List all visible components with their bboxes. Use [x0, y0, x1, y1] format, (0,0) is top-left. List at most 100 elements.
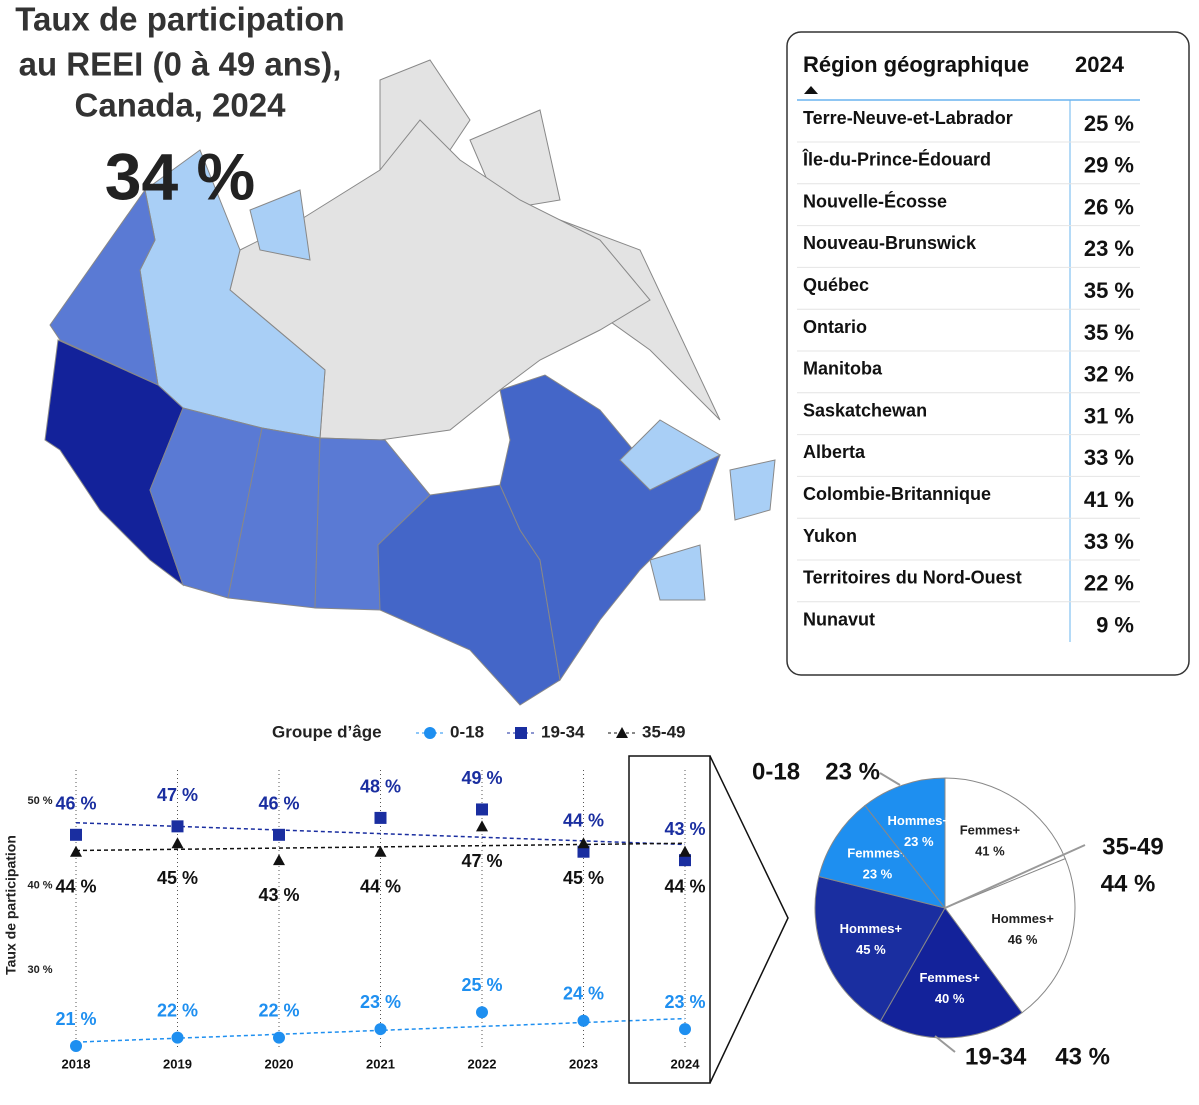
pie-slice	[864, 777, 946, 910]
data-label: 49 %	[461, 768, 502, 788]
row-value: 33 %	[1084, 445, 1134, 470]
pie-slice	[814, 875, 946, 1022]
slice-label: Femmes+	[960, 823, 1021, 838]
group-leader	[879, 772, 901, 786]
sort-icon	[804, 86, 818, 94]
marker	[374, 811, 387, 824]
group-name: 35-49	[1102, 833, 1163, 860]
pie-slice	[879, 907, 1023, 1039]
x-tick-label: 2020	[265, 1056, 294, 1071]
row-label: Ontario	[803, 317, 867, 337]
marker	[171, 820, 184, 833]
table-header: Région géographique	[803, 52, 1029, 77]
row-label: Territoires du Nord-Ouest	[803, 568, 1022, 588]
group-name: 0-18	[752, 758, 800, 785]
data-label: 47 %	[461, 851, 502, 871]
y-axis-title: Taux de participation	[3, 835, 19, 975]
data-label: 25 %	[461, 975, 502, 995]
x-tick-label: 2021	[366, 1056, 395, 1071]
marker	[171, 837, 184, 849]
group-leader	[944, 844, 1086, 909]
marker	[476, 820, 488, 832]
y-tick-label: 40 %	[27, 879, 52, 891]
x-tick-label: 2024	[671, 1056, 701, 1071]
x-tick-label: 2023	[569, 1056, 598, 1071]
zoom-arrow	[709, 755, 789, 1084]
data-label: 22 %	[258, 1000, 299, 1020]
row-label: Nunavut	[803, 609, 875, 629]
row-label: Île-du-Prince-Édouard	[802, 149, 991, 170]
row-label: Nouveau-Brunswick	[803, 233, 977, 253]
data-label: 43 %	[258, 885, 299, 905]
slice-label: Femmes+	[919, 970, 980, 985]
row-value: 22 %	[1084, 571, 1134, 596]
marker	[679, 854, 691, 867]
marker	[577, 845, 590, 858]
legend-label: 19-34	[541, 722, 585, 741]
marker	[476, 1006, 488, 1019]
data-label: 23 %	[360, 992, 401, 1012]
row-label: Terre-Neuve-et-Labrador	[803, 108, 1013, 128]
row-value: 41 %	[1084, 487, 1134, 512]
title: Taux de participation au REEI (0 à 49 an…	[15, 1, 344, 124]
marker	[70, 1040, 82, 1053]
x-tick-label: 2018	[62, 1056, 91, 1071]
data-label: 44 %	[563, 810, 604, 830]
slice-value: 23 %	[904, 834, 934, 849]
legend-marker	[515, 727, 527, 739]
legend-marker	[616, 727, 628, 738]
slice-value: 40 %	[935, 991, 965, 1006]
data-label: 48 %	[360, 777, 401, 797]
data-label: 21 %	[55, 1009, 96, 1029]
row-value: 32 %	[1084, 362, 1134, 387]
title-line: Canada, 2024	[75, 87, 287, 124]
y-tick-label: 50 %	[27, 795, 52, 807]
row-label: Manitoba	[803, 359, 883, 379]
data-label: 23 %	[664, 992, 705, 1012]
marker	[476, 803, 488, 816]
row-value: 35 %	[1084, 320, 1134, 345]
marker	[273, 828, 285, 841]
row-value: 26 %	[1084, 194, 1134, 219]
slice-label: Hommes+	[888, 813, 951, 828]
x-tick-label: 2022	[468, 1056, 497, 1071]
row-value: 33 %	[1084, 529, 1134, 554]
legend-title: Groupe d’âge	[272, 722, 382, 741]
table-frame	[786, 31, 1190, 676]
marker	[374, 845, 387, 857]
title-line: au REEI (0 à 49 ans),	[19, 46, 342, 83]
highlight-box	[628, 755, 711, 1084]
data-label: 47 %	[157, 785, 198, 805]
title-line: Taux de participation	[15, 1, 344, 38]
x-tick-label: 2019	[163, 1056, 192, 1071]
group-value: 43 %	[1055, 1043, 1110, 1070]
row-label: Nouvelle-Écosse	[803, 190, 947, 211]
data-label: 44 %	[664, 876, 705, 896]
slice-label: Hommes+	[840, 921, 903, 936]
row-value: 25 %	[1084, 111, 1134, 136]
row-value: 9 %	[1096, 612, 1134, 637]
marker	[679, 845, 691, 857]
marker	[171, 1031, 184, 1044]
legend-label: 35-49	[642, 722, 685, 741]
data-label: 44 %	[360, 876, 401, 896]
pie-slice	[944, 858, 1076, 1014]
table: Région géographique 2024 Terre-Neuve-et-…	[786, 31, 1190, 676]
slice-value: 41 %	[975, 844, 1005, 859]
row-label: Saskatchewan	[803, 400, 927, 420]
data-label: 45 %	[563, 868, 604, 888]
data-label: 46 %	[55, 794, 96, 814]
legend-marker	[424, 727, 436, 739]
data-label: 24 %	[563, 983, 604, 1003]
marker	[374, 1023, 387, 1036]
headline: 34 %	[105, 139, 255, 213]
group-value: 23 %	[825, 758, 880, 785]
marker	[70, 828, 82, 841]
marker	[273, 1031, 285, 1044]
slice-label: Hommes+	[991, 911, 1054, 926]
y-tick-label: 30 %	[27, 964, 52, 976]
marker	[273, 854, 285, 866]
map	[44, 59, 776, 706]
table-header: 2024	[1075, 52, 1125, 77]
